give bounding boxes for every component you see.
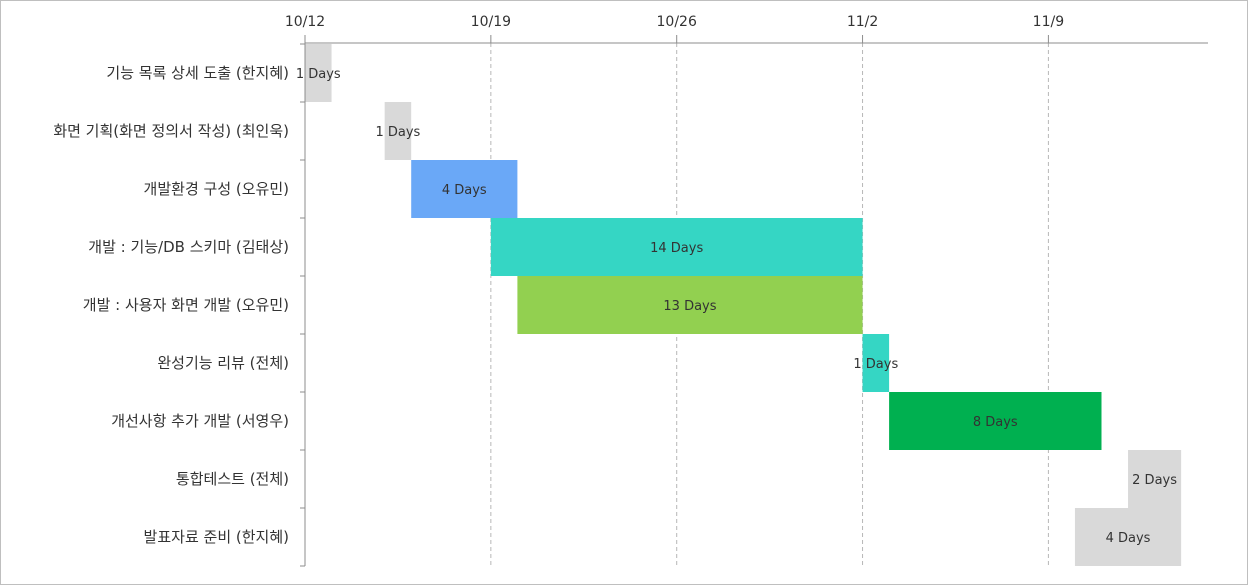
category-label: 개발환경 구성 (오유민) — [144, 180, 289, 198]
task-bar — [889, 392, 1102, 450]
label-layer: 기능 목록 상세 도출 (한지혜) 화면 기획(화면 정의서 작성) (최인욱) 개… — [53, 64, 289, 546]
axis-layer: 10/12 10/19 10/26 11/2 11/9 — [285, 14, 1208, 567]
category-label: 발표자료 준비 (한지혜) — [144, 528, 289, 546]
category-label: 기능 목록 상세 도출 (한지혜) — [106, 64, 289, 82]
category-label: 개선사항 추가 개발 (서영우) — [111, 412, 289, 430]
task-bar — [490, 218, 863, 276]
bar-data-label: 2 Days — [1132, 473, 1177, 488]
task-bar — [384, 102, 412, 160]
bar-data-label: 14 Days — [650, 241, 703, 256]
x-tick-label: 11/2 — [847, 14, 878, 30]
category-label: 통합테스트 (전체) — [176, 470, 289, 488]
bar-data-label: 4 Days — [442, 183, 487, 198]
category-label: 화면 기획(화면 정의서 작성) (최인욱) — [53, 122, 289, 140]
bar-data-label: 4 Days — [1106, 531, 1151, 546]
x-tick-label: 11/9 — [1033, 14, 1064, 30]
task-bar — [411, 160, 518, 218]
bar-layer: 1 Days 1 Days 4 Days 14 Days 13 Days 1 Days 8 … — [296, 44, 1182, 566]
task-bar — [862, 334, 890, 392]
task-bar — [1074, 508, 1182, 566]
x-tick-label: 10/26 — [657, 14, 697, 30]
category-label: 개발 : 사용자 화면 개발 (오유민) — [83, 296, 289, 314]
task-bar — [305, 44, 332, 102]
bar-data-label: 13 Days — [663, 299, 716, 314]
bar-data-label: 1 Days — [296, 67, 341, 82]
bar-data-label: 1 Days — [375, 125, 420, 140]
category-label: 개발 : 기능/DB 스키마 (김태상) — [88, 238, 289, 256]
bar-data-label: 1 Days — [853, 357, 898, 372]
x-tick-label: 10/12 — [285, 14, 325, 30]
bar-data-label: 8 Days — [973, 415, 1018, 430]
x-tick-label: 10/19 — [471, 14, 511, 30]
category-label: 완성기능 리뷰 (전체) — [157, 354, 289, 372]
task-bar — [517, 276, 863, 334]
task-bar — [1128, 450, 1182, 508]
